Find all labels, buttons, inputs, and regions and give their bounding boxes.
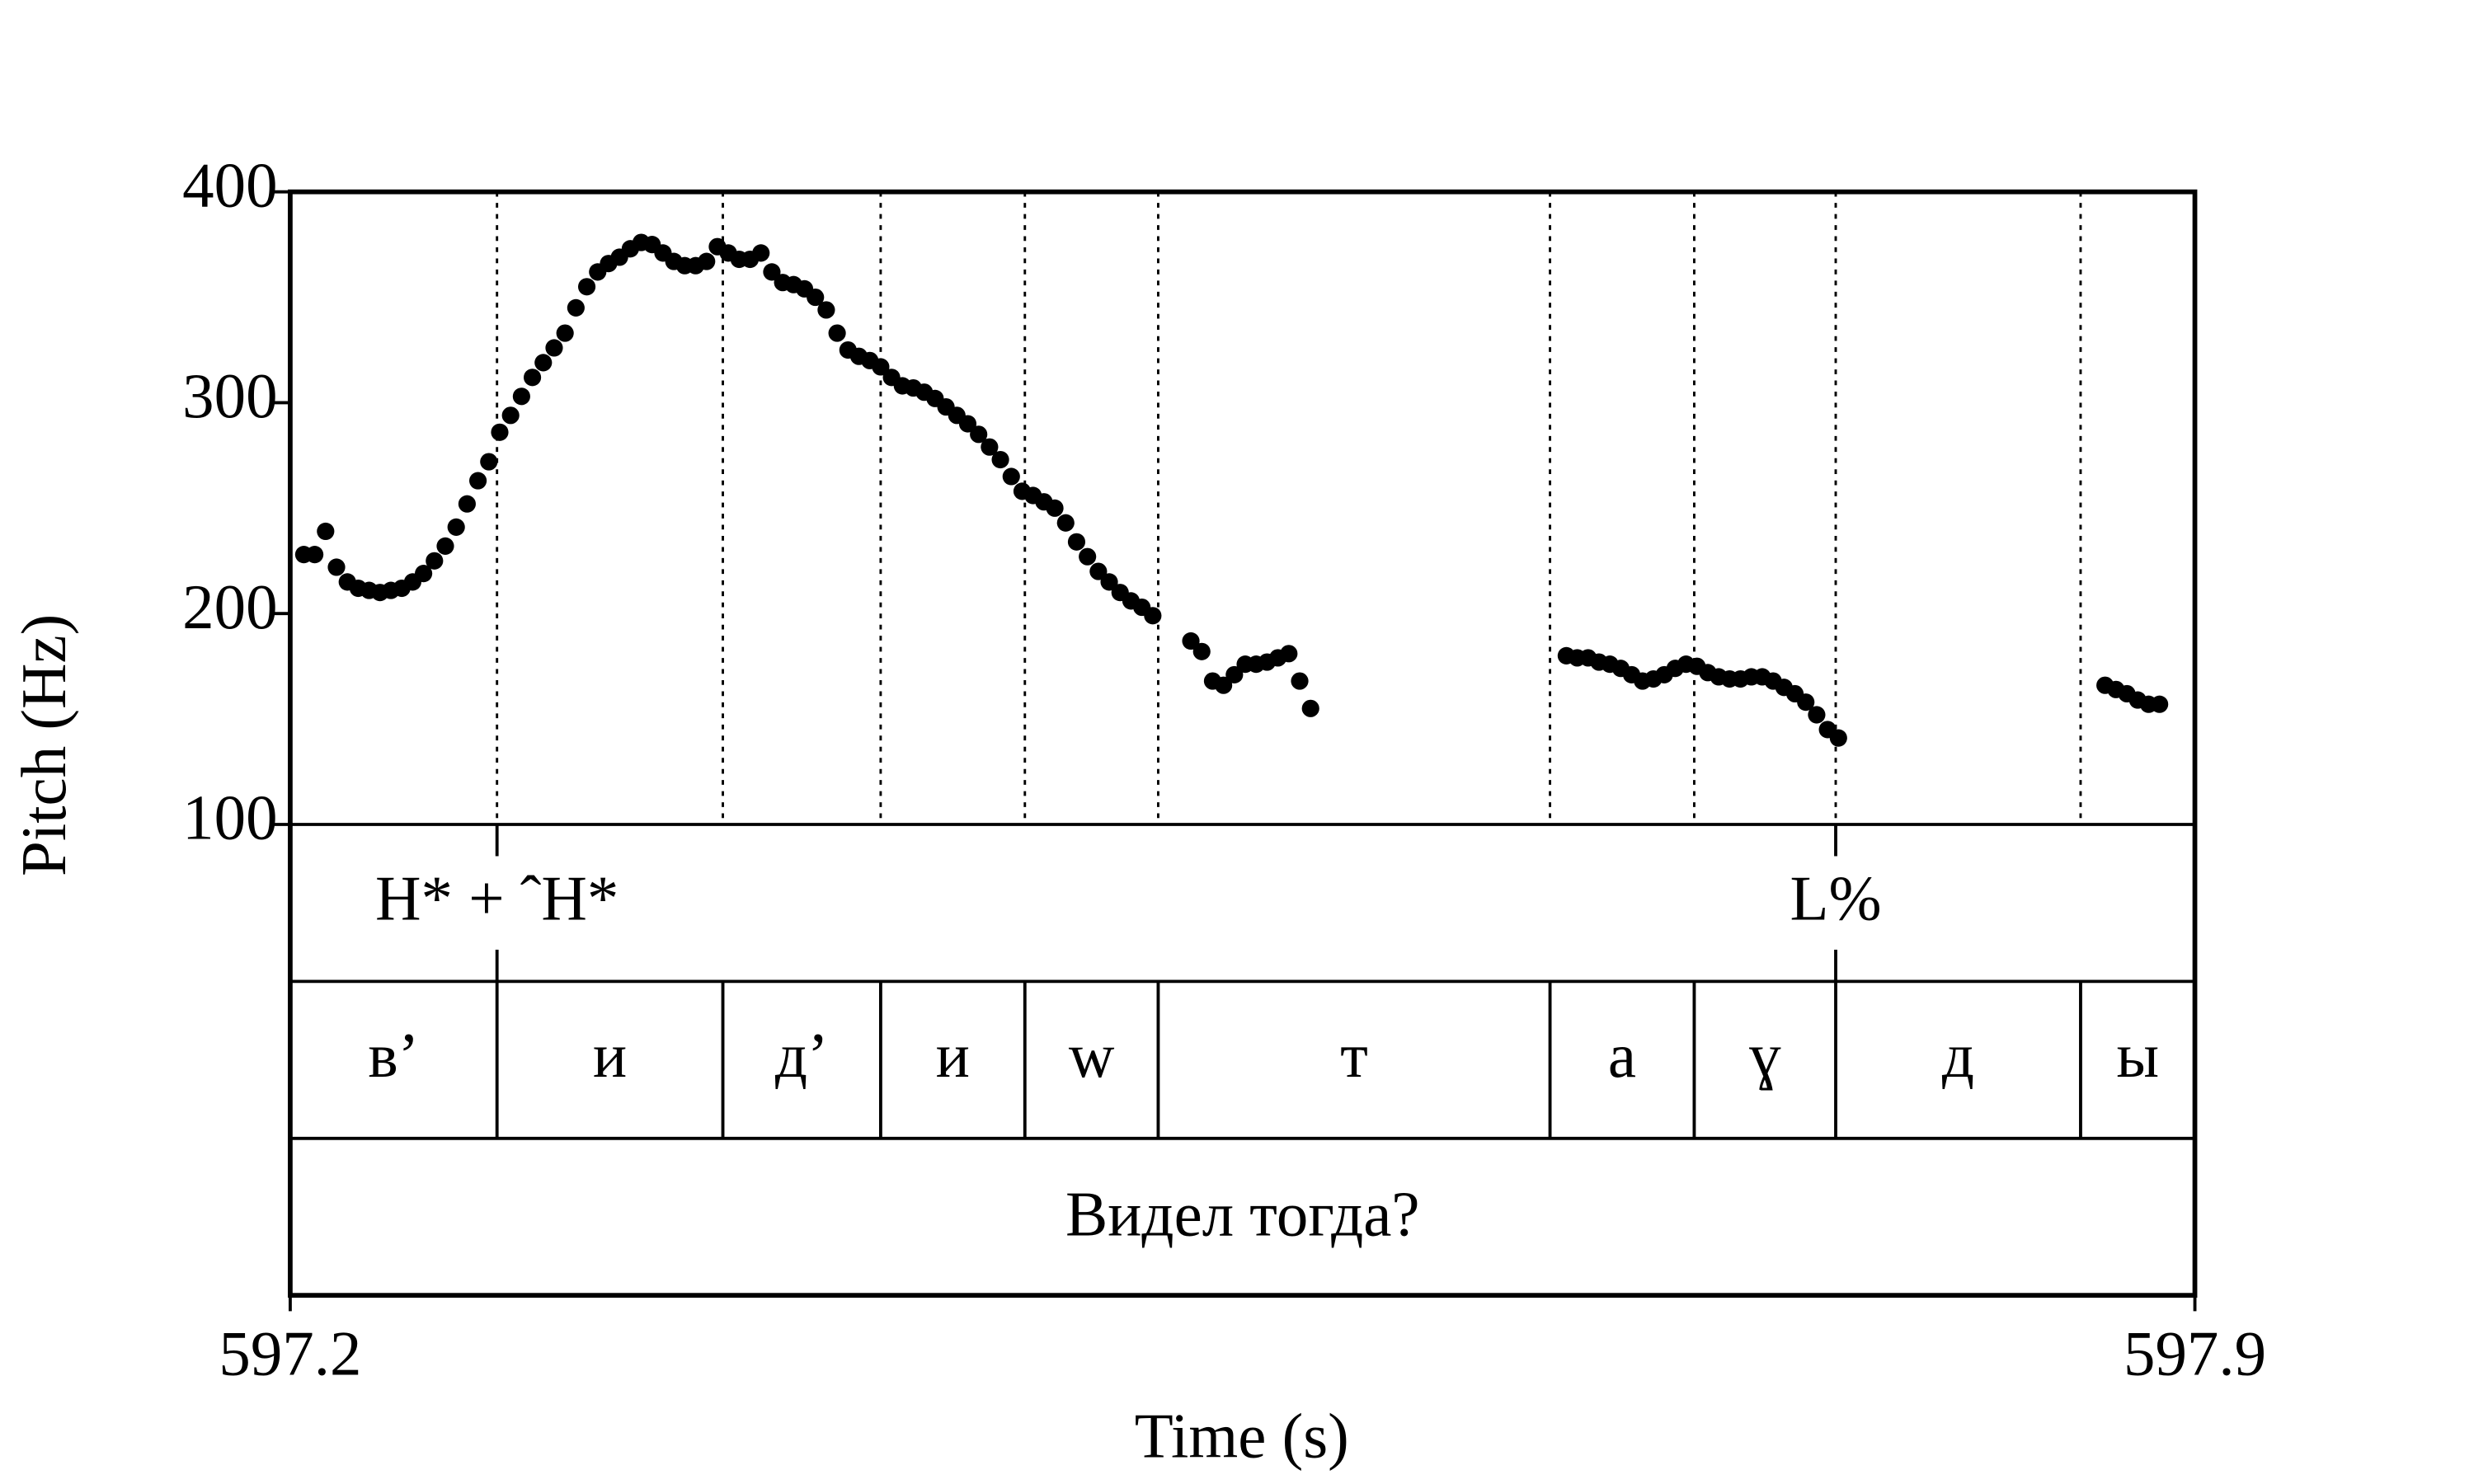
pitch-point	[807, 289, 825, 307]
plot-frame	[288, 189, 2198, 1298]
y-axis-label: Pitch (Hz)	[8, 614, 79, 876]
segment-label: д’	[775, 1020, 829, 1091]
pitch-point	[1100, 573, 1118, 591]
pitch-point	[491, 423, 509, 441]
pitch-point	[447, 518, 465, 536]
pitch-point	[981, 438, 999, 456]
pitch-point	[1182, 632, 1200, 650]
tone-label: L%	[1790, 863, 1881, 934]
tone-label: H* + ˆH*	[375, 863, 618, 934]
segment-label: и	[936, 1020, 970, 1091]
pitch-point	[1192, 642, 1211, 660]
pitch-point	[1829, 729, 1847, 747]
x-axis-label: Time (s)	[1135, 1401, 1349, 1472]
pitch-point	[1067, 533, 1086, 551]
pitch-point	[817, 301, 835, 319]
pitch-point	[317, 522, 335, 541]
x-tick-label: 597.9	[2124, 1318, 2266, 1389]
pitch-point	[534, 354, 553, 372]
pitch-point	[327, 558, 346, 576]
segment-label: т	[1340, 1020, 1368, 1091]
x-tick-label: 597.2	[219, 1318, 361, 1389]
pitch-point	[523, 369, 542, 387]
pitch-point	[556, 324, 574, 342]
y-tick-label: 300	[182, 360, 277, 431]
pitch-point	[763, 263, 781, 281]
pitch-point	[436, 537, 454, 555]
pitch-point	[415, 565, 433, 583]
pitch-point	[872, 358, 890, 376]
pitch-point	[752, 244, 770, 262]
pitch-point	[1225, 665, 1244, 683]
pitch-point	[1280, 645, 1298, 663]
pitch-point	[1291, 672, 1309, 690]
segment-label: ы	[2116, 1020, 2159, 1091]
y-tick-label: 200	[182, 571, 277, 642]
segment-label: в’	[368, 1020, 419, 1091]
segment-label: а	[1608, 1020, 1636, 1091]
pitch-point	[458, 495, 476, 513]
pitch-point	[469, 472, 487, 490]
segment-label: w	[1069, 1020, 1115, 1091]
segment-label: и	[593, 1020, 627, 1091]
pitch-point	[970, 425, 988, 444]
pitch-point	[501, 406, 520, 425]
pitch-point	[567, 298, 585, 317]
pitch-point	[958, 415, 977, 433]
pitch-point	[1301, 699, 1319, 717]
pitch-point	[698, 252, 716, 270]
pitch-point	[1797, 693, 1815, 711]
sentence-label: Видел тогда?	[1065, 1178, 1419, 1249]
pitch-point	[2151, 695, 2169, 713]
segment-label: ɣ	[1749, 1020, 1781, 1091]
pitch-point	[1089, 562, 1108, 580]
segment-label: д	[1942, 1020, 1974, 1091]
pitch-point	[1215, 676, 1233, 694]
y-tick-label: 400	[182, 149, 277, 220]
y-tick-label: 100	[182, 782, 277, 853]
pitch-point	[306, 546, 324, 564]
pitch-point	[426, 552, 444, 570]
pitch-point	[1144, 607, 1162, 625]
pitch-point	[1056, 514, 1075, 532]
pitch-point	[1046, 499, 1064, 517]
pitch-point	[545, 339, 563, 357]
pitch-point	[1079, 547, 1097, 566]
pitch-point	[991, 450, 1009, 469]
pitch-point	[480, 453, 498, 471]
pitch-point	[577, 278, 596, 296]
pitch-point	[512, 387, 530, 406]
pitch-point	[828, 324, 846, 342]
pitch-point	[1808, 706, 1826, 724]
pitch-point	[1002, 467, 1020, 486]
